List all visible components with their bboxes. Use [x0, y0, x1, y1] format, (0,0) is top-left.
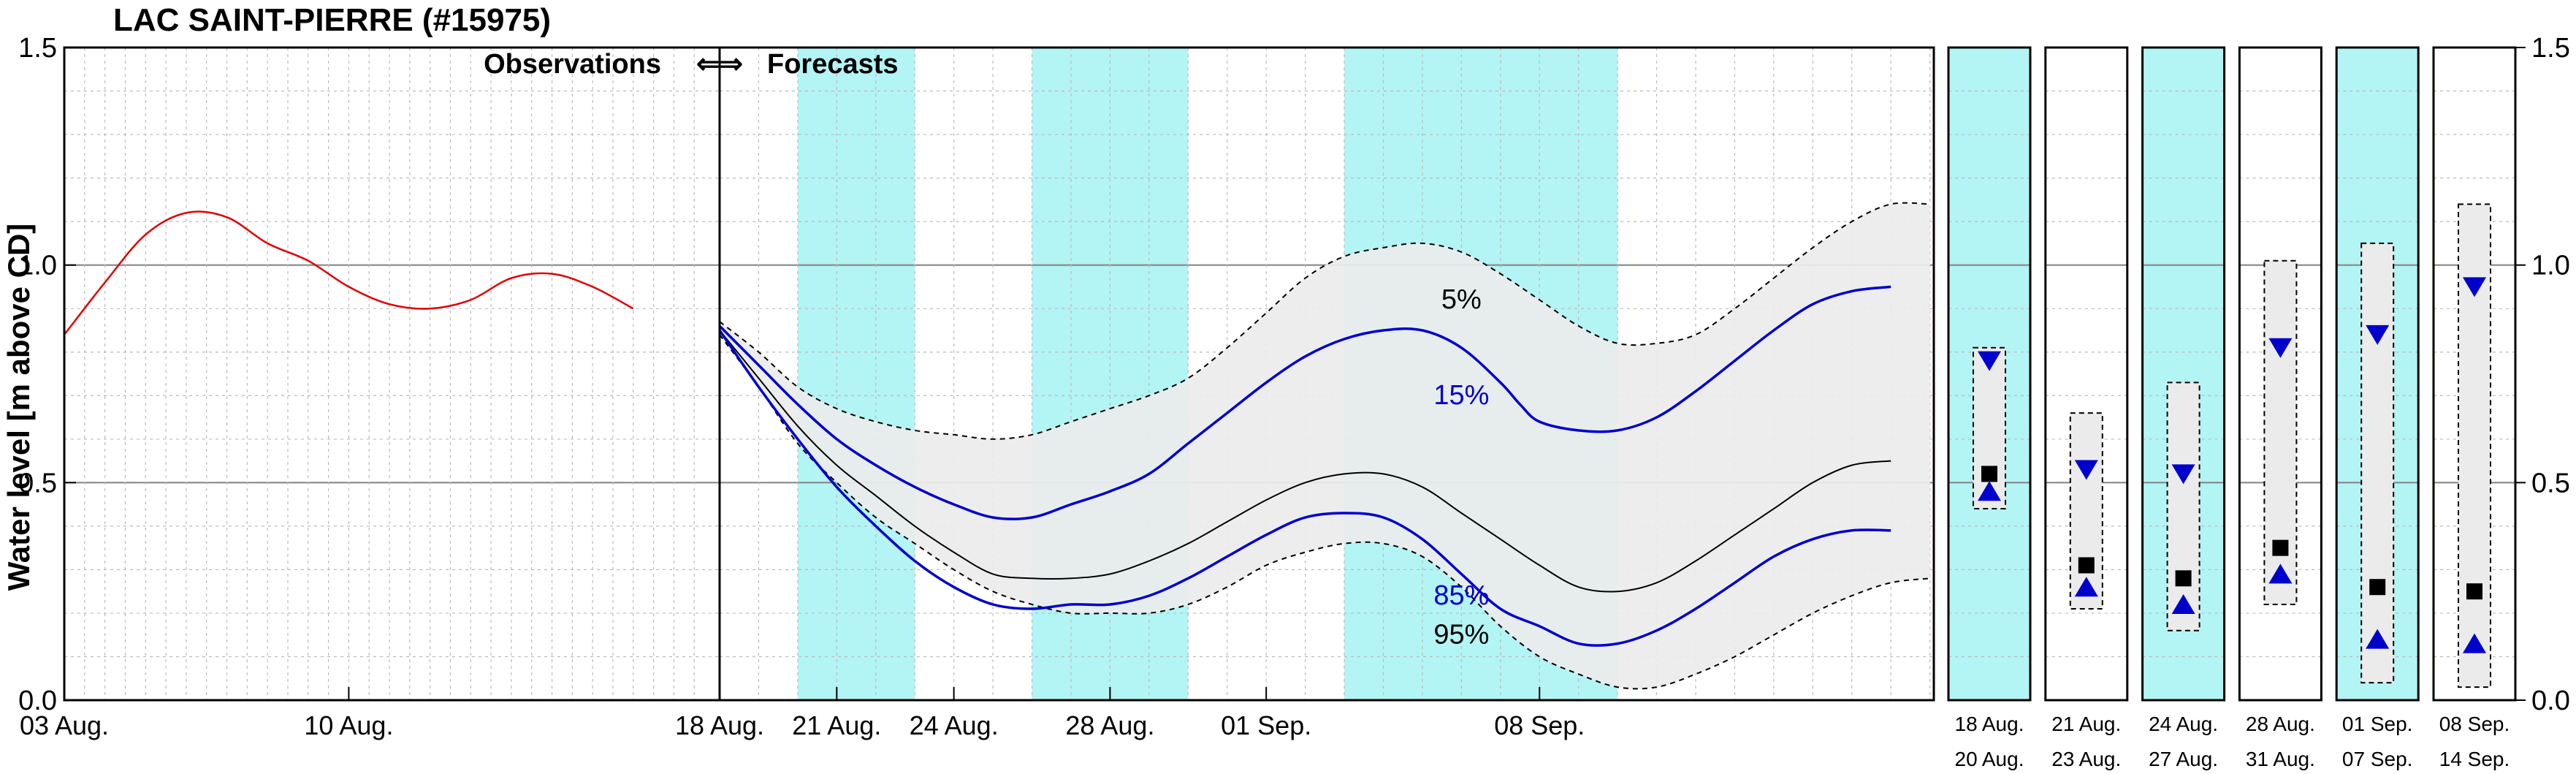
band-lower-95pct-line [719, 334, 1930, 690]
weekly-median-marker [2078, 557, 2095, 574]
weekly-panel-end-date: 31 Aug. [2246, 748, 2315, 770]
percentile-median-line [719, 330, 1891, 593]
weekly-high-marker [2171, 464, 2195, 485]
x-tick-label: 28 Aug. [1065, 710, 1154, 740]
x-tick-label: 21 Aug. [792, 710, 881, 740]
weekly-panel-end-date: 14 Sep. [2439, 748, 2510, 770]
weekly-range-box [2263, 259, 2298, 606]
weekly-panel-frame [2044, 46, 2129, 702]
chart-title: LAC SAINT-PIERRE (#15975) [113, 2, 551, 38]
weekly-panel-start-date: 18 Aug. [1955, 713, 2024, 735]
weekly-range-box [2166, 382, 2200, 631]
percentile-85pct-label: 85% [1433, 580, 1489, 611]
x-tick-label: 08 Sep. [1494, 710, 1585, 740]
weekly-high-marker [2074, 460, 2098, 480]
weekly-panel-start-date: 21 Aug. [2051, 713, 2121, 735]
weekly-panel-start-date: 28 Aug. [2246, 713, 2315, 735]
y-tick-label-right: 1.0 [2531, 251, 2570, 281]
weekly-high-marker [1978, 351, 2001, 371]
weekly-panel-start-date: 08 Sep. [2439, 713, 2510, 735]
y-tick-label-right: 0.5 [2531, 468, 2570, 498]
weekly-high-marker [2268, 338, 2293, 358]
percentile-5pct-label: 5% [1441, 284, 1482, 315]
band-upper-5pct-line [719, 202, 1930, 440]
weekly-panel-end-date: 23 Aug. [2051, 748, 2121, 770]
y-axis-label: Water level [m above CD] [1, 224, 36, 591]
divider-arrows: ⇐⇒ [696, 49, 743, 80]
y-tick-label-right: 0.0 [2531, 686, 2570, 716]
weekly-low-marker [2463, 633, 2486, 653]
x-tick-label: 01 Sep. [1221, 710, 1311, 740]
x-tick-label: 18 Aug. [675, 710, 764, 740]
weekly-low-marker [2366, 629, 2390, 649]
weekly-panel-frame [1947, 46, 2032, 702]
weekly-median-marker [1981, 466, 1997, 482]
y-tick-label-left: 1.5 [18, 33, 57, 64]
plot-layer: 03 Aug. 10 Aug. 5% 15% 85% 95% Observations ⇐⇒ F… [18, 33, 2570, 770]
weekly-range-box [2458, 203, 2491, 688]
weekly-median-marker [2175, 570, 2192, 587]
x-tick-label: 10 Aug. [304, 710, 393, 740]
observed-water-level-line [64, 210, 634, 335]
weekly-median-marker [2369, 579, 2386, 596]
weekly-panel-end-date: 07 Sep. [2342, 748, 2413, 770]
weekly-median-marker [2272, 539, 2289, 556]
weekly-low-marker [2074, 577, 2098, 597]
weekly-low-marker [2171, 594, 2195, 615]
weekly-range-box [2360, 242, 2395, 684]
weekly-panel-end-date: 27 Aug. [2149, 748, 2218, 770]
y-tick-label-right: 1.5 [2531, 33, 2570, 64]
forecast-confidence-band [720, 202, 1930, 689]
weekly-low-marker [1978, 481, 2001, 501]
percentile-95pct-label: 95% [1433, 620, 1489, 650]
x-tick-label: 24 Aug. [910, 710, 999, 740]
weekly-panel-frame [2238, 46, 2322, 702]
weekly-low-marker [2268, 564, 2293, 584]
weekly-panel-end-date: 20 Aug. [1955, 748, 2024, 770]
percentile-15pct-label: 15% [1433, 380, 1489, 411]
weekly-high-marker [2366, 325, 2390, 345]
y-tick-label-left: 1.0 [18, 251, 57, 281]
weekly-panel-frame [2335, 46, 2420, 702]
y-tick-label-left: 0.0 [18, 686, 57, 716]
weekly-panel-frame [2432, 46, 2517, 702]
percentile-15pct-line [718, 285, 1891, 520]
percentile-85pct-line [718, 330, 1891, 647]
y-tick-label-left: 0.5 [18, 468, 57, 498]
observations-label: Observations [484, 49, 661, 80]
weekly-panel-frame [2141, 46, 2226, 702]
weekly-high-marker [2463, 277, 2486, 297]
weekly-range-box [2069, 412, 2103, 610]
weekly-panel-start-date: 01 Sep. [2342, 713, 2413, 735]
weekly-median-marker [2466, 583, 2482, 600]
forecast-week-shading [797, 48, 915, 700]
forecasts-label: Forecasts [767, 49, 899, 80]
weekly-panel-start-date: 24 Aug. [2149, 713, 2218, 735]
main-plot-frame [63, 46, 1935, 702]
x-tick-label: 03 Aug. [20, 710, 109, 740]
